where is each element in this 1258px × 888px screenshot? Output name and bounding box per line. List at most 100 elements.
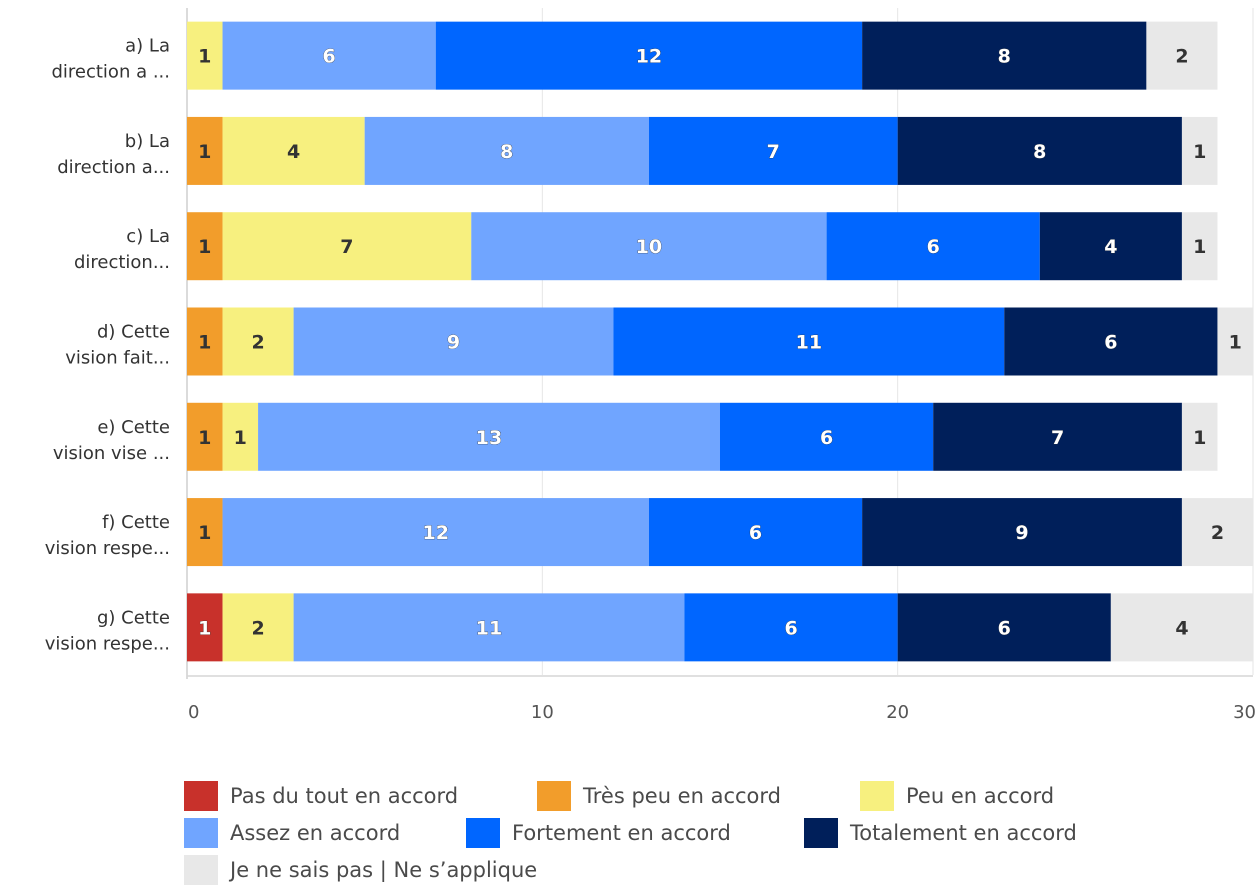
data-label: 4 xyxy=(287,141,300,163)
legend: Pas du tout en accord Très peu en accord… xyxy=(184,777,1184,888)
data-label: 1 xyxy=(1193,427,1206,449)
bar-segment[interactable] xyxy=(648,116,898,185)
bar-segment[interactable] xyxy=(187,402,223,471)
bar-segment[interactable] xyxy=(648,498,863,567)
bar-segment[interactable] xyxy=(222,402,259,471)
bar-segment[interactable] xyxy=(1110,593,1253,662)
data-label: 9 xyxy=(447,332,460,354)
data-label: 2 xyxy=(1175,46,1188,68)
bar-segment[interactable] xyxy=(187,212,223,281)
legend-item-fortement[interactable]: Fortement en accord xyxy=(466,817,804,848)
bar-segment[interactable] xyxy=(1146,21,1218,90)
bar-segment[interactable] xyxy=(613,307,1005,376)
bar-segment[interactable] xyxy=(187,116,223,185)
data-label: 1 xyxy=(1193,141,1206,163)
legend-swatch xyxy=(860,780,894,811)
legend-label: Je ne sais pas | Ne s’applique xyxy=(230,857,538,882)
data-label: 12 xyxy=(636,46,662,68)
bar-segment[interactable] xyxy=(897,593,1111,662)
bar-segment[interactable] xyxy=(293,593,685,662)
bar-segment[interactable] xyxy=(1004,307,1218,376)
category-label: direction... xyxy=(74,252,170,273)
category-label: f) Cette xyxy=(102,512,170,533)
legend-item-totalement[interactable]: Totalement en accord xyxy=(804,817,1077,848)
data-label: 6 xyxy=(820,427,833,449)
bar-segment[interactable] xyxy=(684,593,898,662)
data-label: 8 xyxy=(500,141,513,163)
bar-segment[interactable] xyxy=(187,593,223,662)
legend-item-ne-sais-pas[interactable]: Je ne sais pas | Ne s’applique xyxy=(184,854,538,885)
bar-segment[interactable] xyxy=(1181,116,1218,185)
data-label: 1 xyxy=(198,46,211,68)
bar-segment[interactable] xyxy=(1217,307,1253,376)
category-label: g) Cette xyxy=(97,607,170,628)
bar-segment[interactable] xyxy=(1039,212,1182,281)
bar-segment[interactable] xyxy=(826,212,1040,281)
bar-segment[interactable] xyxy=(222,116,365,185)
bar-segment[interactable] xyxy=(258,402,720,471)
legend-swatch xyxy=(537,780,571,811)
legend-row: Je ne sais pas | Ne s’applique xyxy=(184,851,1184,888)
legend-row: Assez en accord Fortement en accord Tota… xyxy=(184,814,1184,851)
bar-segment[interactable] xyxy=(187,498,223,567)
bar-segment[interactable] xyxy=(720,402,934,471)
category-label: vision respe... xyxy=(45,633,170,654)
bar-segment[interactable] xyxy=(187,307,223,376)
bar-segment[interactable] xyxy=(222,21,436,90)
bar-segment[interactable] xyxy=(222,593,294,662)
data-label: 4 xyxy=(1104,236,1117,258)
bar-segment[interactable] xyxy=(471,212,827,281)
category-label: e) Cette xyxy=(97,417,170,438)
bar-segment[interactable] xyxy=(1181,498,1253,567)
x-tick-label: 20 xyxy=(886,702,909,723)
bar-segment[interactable] xyxy=(222,498,649,567)
bar-segment[interactable] xyxy=(1181,402,1218,471)
bar-segment[interactable] xyxy=(364,116,649,185)
bar-segment[interactable] xyxy=(862,498,1182,567)
bar-segment[interactable] xyxy=(293,307,614,376)
category-label: direction a... xyxy=(57,157,170,178)
bar-segment[interactable] xyxy=(862,21,1147,90)
legend-label: Assez en accord xyxy=(230,820,401,845)
legend-swatch xyxy=(184,854,218,885)
bar-segment[interactable] xyxy=(897,116,1182,185)
data-label: 6 xyxy=(323,46,336,68)
bar-segment[interactable] xyxy=(933,402,1182,471)
bar-segment[interactable] xyxy=(1181,212,1218,281)
data-label: 1 xyxy=(198,522,211,544)
data-label: 10 xyxy=(636,236,662,258)
category-label: c) La xyxy=(126,226,170,247)
data-label: 7 xyxy=(767,141,780,163)
data-label: 4 xyxy=(1175,617,1188,639)
data-label: 6 xyxy=(784,617,797,639)
data-label: 1 xyxy=(198,617,211,639)
bar-segment[interactable] xyxy=(222,307,294,376)
data-label: 12 xyxy=(423,522,449,544)
bar-segment[interactable] xyxy=(187,21,223,90)
legend-item-assez[interactable]: Assez en accord xyxy=(184,817,466,848)
x-tick-label: 30 xyxy=(1233,702,1256,723)
legend-item-pas-du-tout[interactable]: Pas du tout en accord xyxy=(184,780,537,811)
legend-label: Très peu en accord xyxy=(583,783,781,808)
category-label: vision respe... xyxy=(45,538,170,559)
data-label: 8 xyxy=(1033,141,1046,163)
data-label: 13 xyxy=(476,427,502,449)
data-label: 1 xyxy=(198,332,211,354)
data-label: 6 xyxy=(927,236,940,258)
data-label: 6 xyxy=(998,617,1011,639)
data-label: 8 xyxy=(998,46,1011,68)
legend-label: Pas du tout en accord xyxy=(230,783,459,808)
bar-segment[interactable] xyxy=(435,21,863,90)
x-tick-label: 0 xyxy=(188,702,199,723)
data-label: 7 xyxy=(340,236,353,258)
x-tick-label: 10 xyxy=(531,702,554,723)
legend-label: Totalement en accord xyxy=(850,820,1077,845)
legend-item-peu[interactable]: Peu en accord xyxy=(860,780,1054,811)
data-label: 2 xyxy=(251,332,264,354)
bar-segment[interactable] xyxy=(222,212,472,281)
legend-item-tres-peu[interactable]: Très peu en accord xyxy=(537,780,860,811)
data-label: 1 xyxy=(198,236,211,258)
legend-swatch xyxy=(804,817,838,848)
data-label: 7 xyxy=(1051,427,1064,449)
